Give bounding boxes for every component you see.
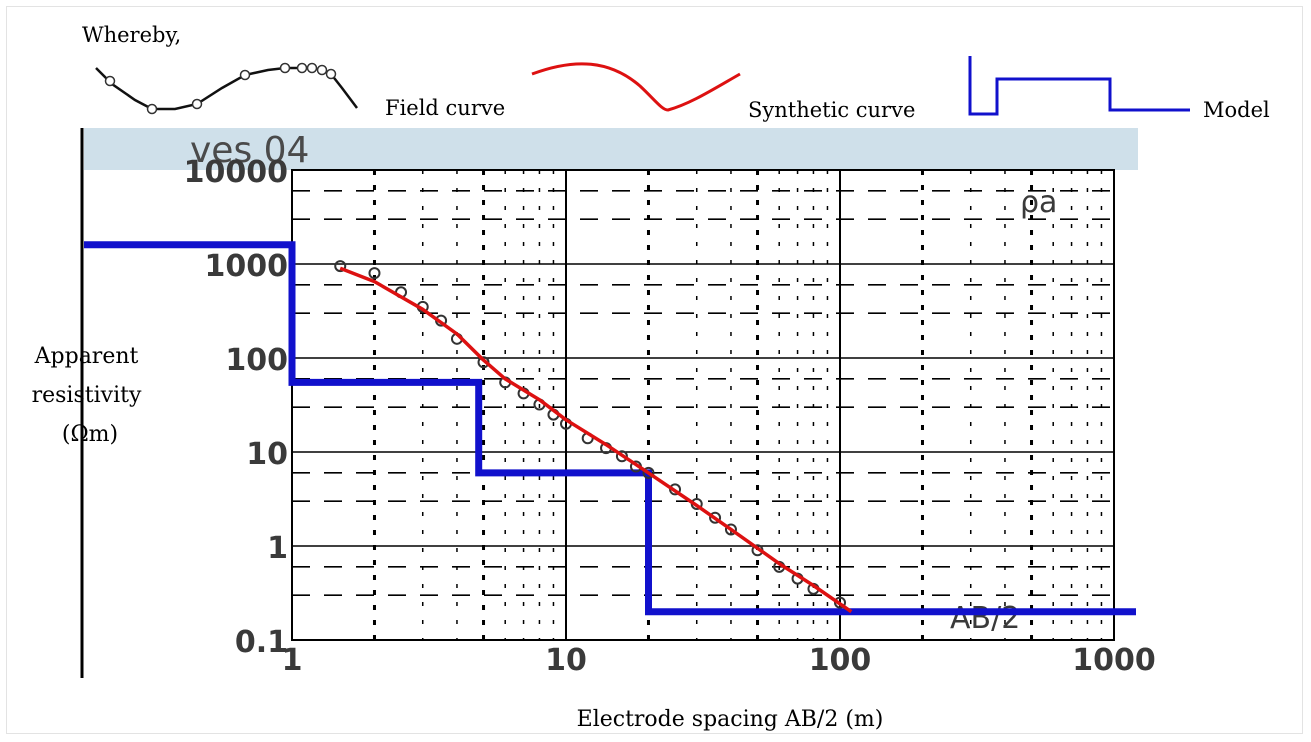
field-data-point bbox=[834, 596, 846, 609]
model-legend-icon bbox=[968, 56, 1190, 116]
x-tick-labels: 1 10 100 1000 bbox=[282, 643, 1156, 678]
field-legend-point bbox=[296, 62, 308, 74]
y-axis-label: Apparent resistivity (Ωm) bbox=[32, 344, 149, 447]
field-data-point bbox=[334, 260, 347, 273]
field-legend-point bbox=[239, 69, 251, 81]
field-legend-point bbox=[325, 68, 337, 80]
field-data-point bbox=[368, 267, 381, 280]
y-tick-label: 1000 bbox=[205, 249, 289, 284]
y-tick-labels: 0.1 1 10 100 1000 10000 bbox=[184, 155, 288, 660]
y-axis-label-line-1: Apparent bbox=[34, 344, 139, 369]
field-legend-point bbox=[316, 64, 328, 76]
field-curve-legend-icon bbox=[95, 62, 358, 115]
synthetic-series-line bbox=[339, 266, 853, 614]
field-legend-point bbox=[191, 98, 203, 110]
chart-title-band bbox=[84, 128, 1138, 170]
plot-area bbox=[292, 170, 1114, 640]
x-axis-label: Electrode spacing AB/2 (m) bbox=[577, 707, 884, 732]
y-tick-label: 0.1 bbox=[235, 625, 288, 660]
x-tick-label: 100 bbox=[809, 643, 872, 678]
field-data-point bbox=[724, 523, 737, 536]
x-tick-label: 10 bbox=[545, 643, 587, 678]
legend-field-label: Field curve bbox=[385, 96, 505, 120]
plot-border bbox=[291, 169, 1115, 641]
ab2-label: AB/2 bbox=[950, 601, 1020, 636]
y-axis-label-line-2: resistivity bbox=[32, 383, 142, 408]
series-layer bbox=[84, 241, 1136, 616]
figure-frame bbox=[6, 6, 1303, 734]
field-data-point bbox=[642, 466, 655, 479]
legend-synthetic-label: Synthetic curve bbox=[748, 98, 915, 122]
legend-intro: Whereby, bbox=[82, 23, 181, 47]
y-tick-label: 10000 bbox=[184, 155, 288, 190]
field-legend-curve bbox=[95, 66, 358, 111]
field-legend-point bbox=[279, 62, 291, 74]
y-tick-label: 10 bbox=[246, 437, 288, 472]
field-legend-point bbox=[306, 62, 318, 74]
y-axis-label-line-3: (Ωm) bbox=[62, 422, 118, 447]
field-data-point bbox=[615, 450, 628, 463]
rho-a-label: ρa bbox=[1020, 185, 1057, 220]
field-legend-point bbox=[104, 75, 116, 87]
synthetic-curve-legend-icon bbox=[531, 62, 741, 112]
model-series-line bbox=[84, 241, 1136, 616]
x-tick-label: 1000 bbox=[1072, 643, 1156, 678]
x-tick-label: 1 bbox=[282, 643, 303, 678]
y-tick-label: 100 bbox=[225, 343, 288, 378]
field-data-point bbox=[709, 511, 722, 524]
legend-model-label: Model bbox=[1203, 98, 1270, 122]
field-legend-point bbox=[146, 103, 158, 115]
y-tick-label: 1 bbox=[267, 531, 288, 566]
chart-title: ves 04 bbox=[190, 130, 309, 171]
